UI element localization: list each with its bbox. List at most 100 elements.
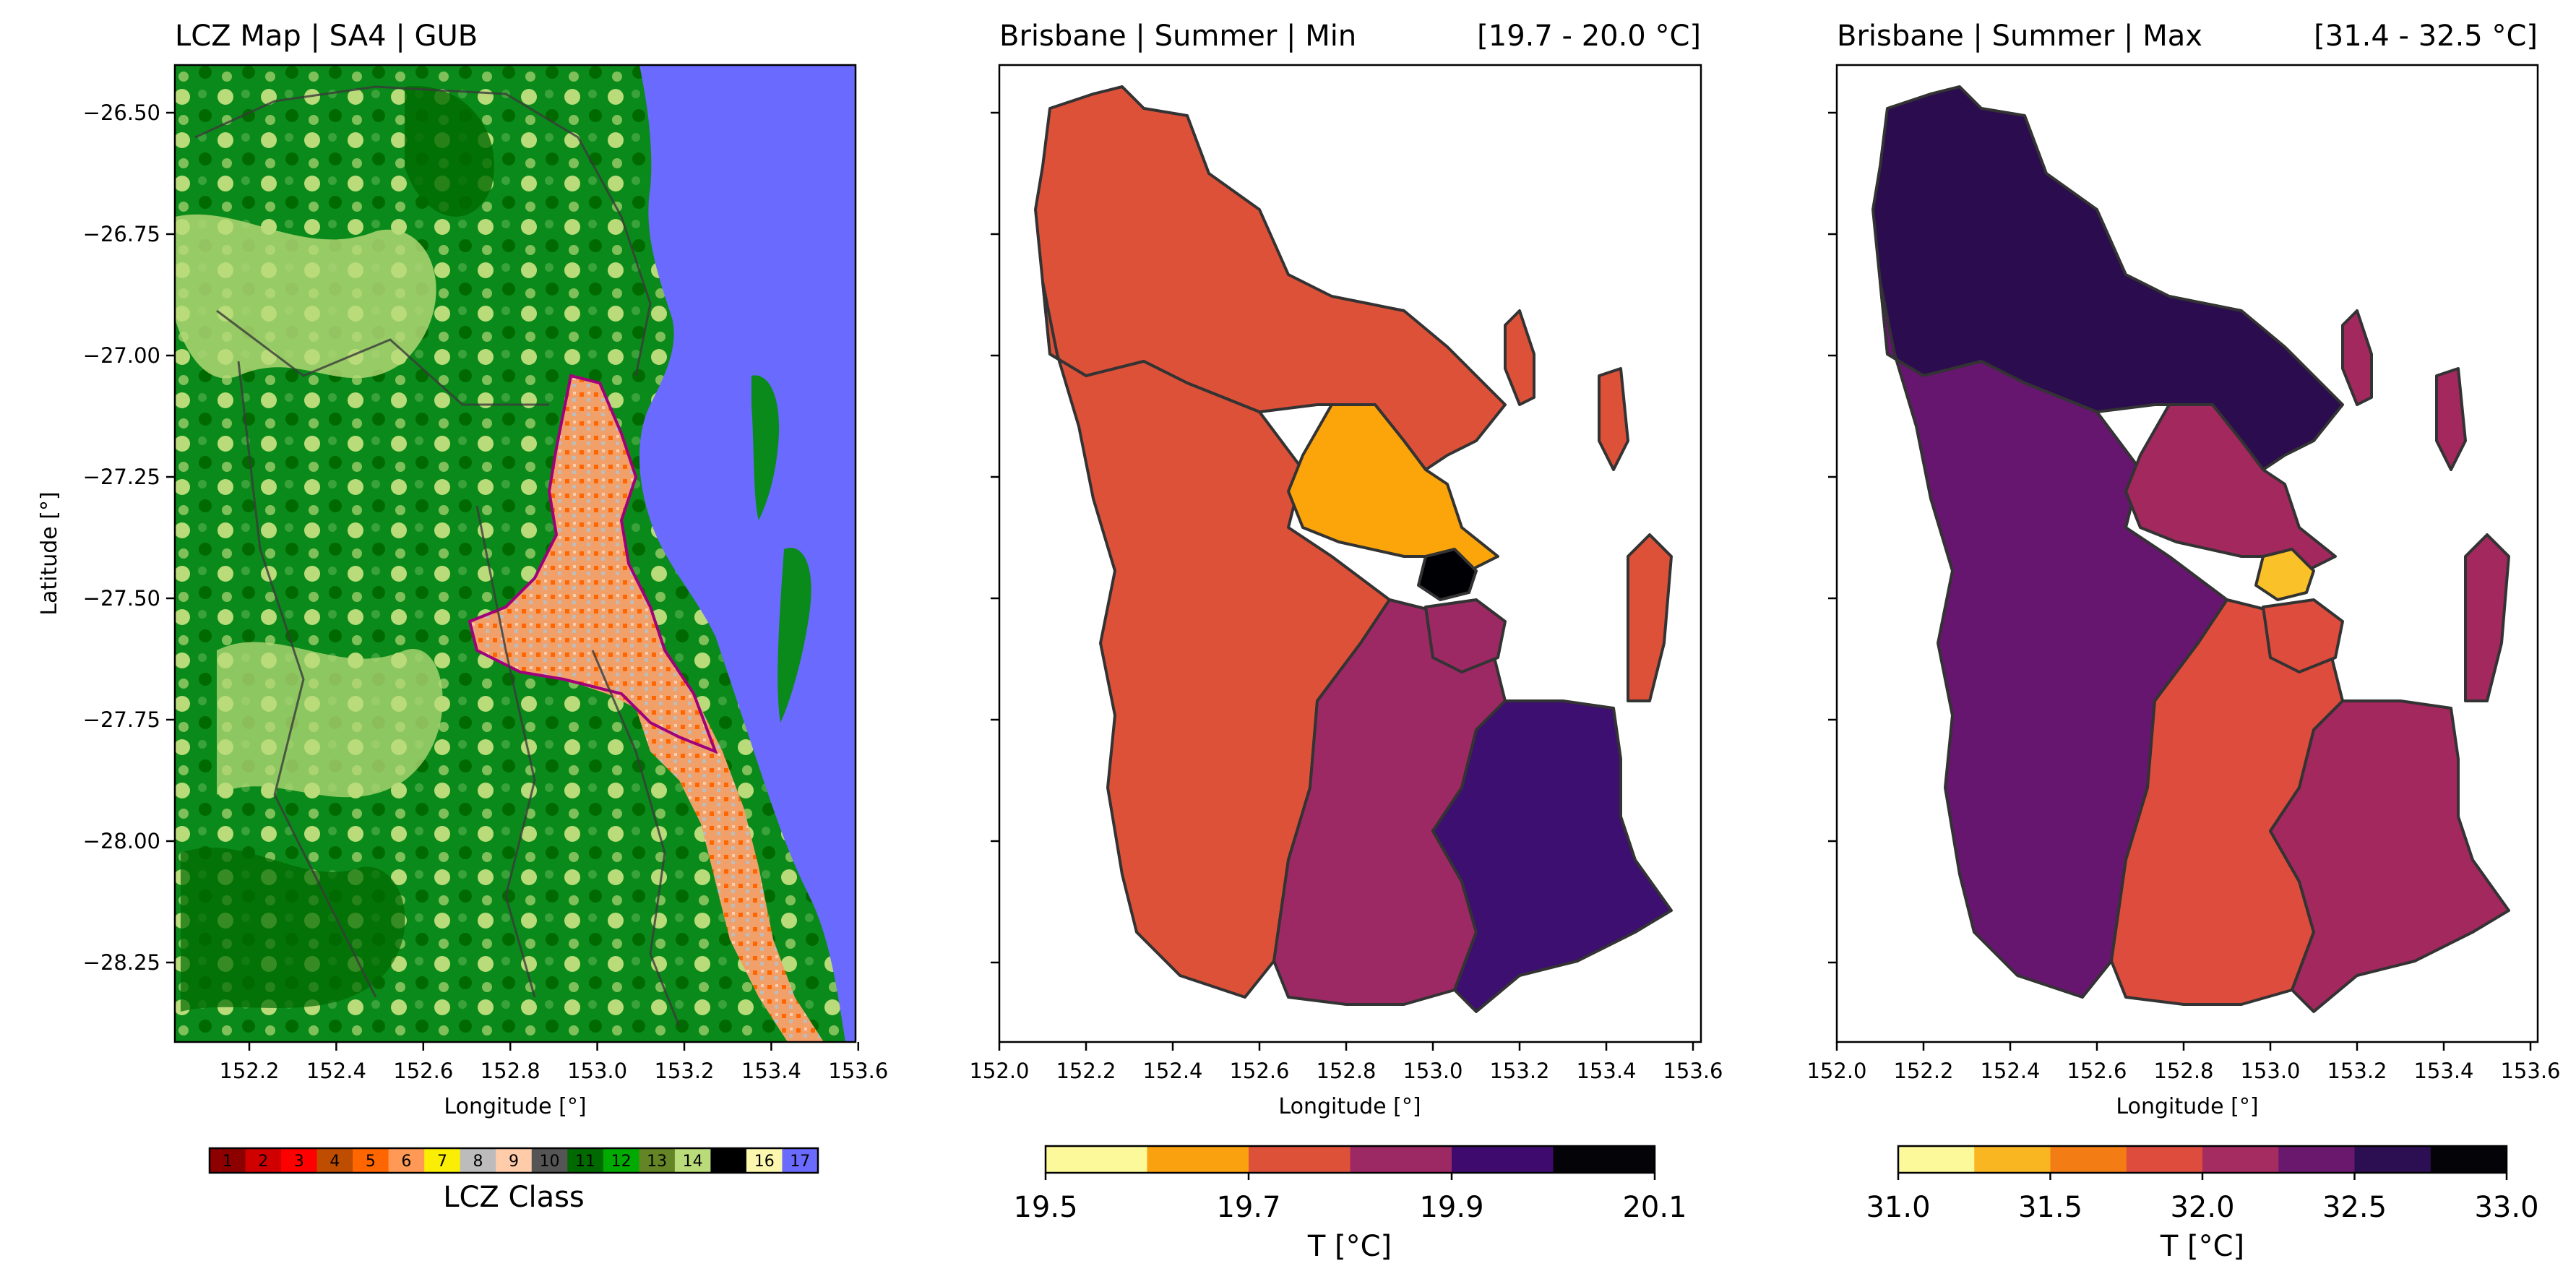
- panel2-regions: [1034, 85, 1673, 1013]
- lcz-class-label: 4: [329, 1153, 340, 1171]
- panel3-xtick-label: 153.6: [2500, 1059, 2560, 1083]
- panel1-ytick-label: −27.25: [83, 465, 160, 489]
- panel1-ytick-label: −28.25: [83, 950, 160, 975]
- panel1-ytick-label: −28.00: [83, 829, 160, 853]
- panel2-xlabel: Longitude [°]: [1278, 1094, 1421, 1119]
- panel2-xtick-label: 153.6: [1663, 1059, 1723, 1083]
- region-inner-south: [2262, 598, 2344, 673]
- panel1-xtick-label: 153.4: [741, 1059, 801, 1083]
- panel1-xtick-label: 152.8: [481, 1059, 540, 1083]
- panel1-ytick-label: −27.00: [83, 343, 160, 368]
- colorbar-segment: [2126, 1146, 2203, 1173]
- colorbar-segment: [2278, 1146, 2355, 1173]
- region-inner: [2254, 548, 2315, 601]
- panel3-xtick-label: 152.4: [1980, 1059, 2040, 1083]
- gub-boundary: [468, 374, 718, 754]
- panel1-ytick-label: −27.50: [83, 586, 160, 611]
- panel3-colorbar-label: T [°C]: [2160, 1230, 2244, 1263]
- region-island-stradbroke: [2464, 533, 2510, 702]
- lcz-class-swatch: [674, 1148, 711, 1173]
- sa4-boundaries: [194, 85, 681, 1027]
- colorbar-segment: [2354, 1146, 2431, 1173]
- panel1-xlabel: Longitude [°]: [444, 1094, 586, 1119]
- colorbar-tick-label: 31.5: [2018, 1191, 2082, 1224]
- lcz-class-label: 17: [790, 1153, 810, 1171]
- panel3-xtick-label: 153.0: [2240, 1059, 2300, 1083]
- panel2-xtick-label: 153.4: [1576, 1059, 1636, 1083]
- region-island-north: [1504, 309, 1535, 406]
- panel1-frame: [173, 64, 857, 1043]
- panel3-y-ticks: [1828, 111, 1837, 964]
- panel2-title-right: [19.7 - 20.0 °C]: [1477, 20, 1701, 53]
- colorbar-segment: [1452, 1146, 1554, 1173]
- low-plants-area: [175, 214, 436, 379]
- lcz-legend: 1 2 3 4 5 6 7 8 9 10 11 12 13 14 16 17: [210, 1148, 819, 1173]
- lcz-class-swatch: [746, 1148, 783, 1173]
- colorbar-tick-label: 19.9: [1419, 1191, 1483, 1224]
- panel3-xtick-label: 152.0: [1806, 1059, 1866, 1083]
- region-south-east: [2269, 699, 2510, 1013]
- colorbar-segment: [2050, 1146, 2127, 1173]
- panel1-xtick-label: 152.4: [306, 1059, 366, 1083]
- panel1-x-ticks: 152.2 152.4 152.6 152.8 153.0 153.2 153.4 153.6: [219, 1042, 888, 1083]
- panel2-x-ticks: 152.0 152.2 152.4 152.6 152.8 153.0 153.2 153.4…: [969, 1042, 1723, 1083]
- colorbar-segment: [1350, 1146, 1452, 1173]
- lcz-legend-frame: [208, 1147, 819, 1174]
- lcz-class-swatch: [388, 1148, 425, 1173]
- panel2-colorbar-label: T [°C]: [1307, 1230, 1392, 1263]
- panel3-colorbar-ticks: 31.0 31.5 32.0 32.5 33.0: [1866, 1173, 2539, 1224]
- panel1-title: LCZ Map | SA4 | GUB: [175, 20, 478, 53]
- panel1-xtick-label: 153.6: [828, 1059, 888, 1083]
- panel3-xtick-label: 152.6: [2067, 1059, 2127, 1083]
- panel3-xtick-label: 152.2: [1893, 1059, 1953, 1083]
- lcz-class-swatch: [210, 1148, 246, 1173]
- lcz-legend-label: LCZ Class: [443, 1181, 585, 1214]
- lcz-class-swatch: [603, 1148, 639, 1173]
- panel3-colorbar: [1898, 1146, 2507, 1173]
- region-island-south: [1598, 367, 1629, 471]
- lcz-class-label: 3: [294, 1153, 304, 1171]
- panel2-colorbar-frame: [1044, 1145, 1656, 1174]
- colorbar-tick-label: 33.0: [2474, 1191, 2538, 1224]
- colorbar-segment: [1249, 1146, 1351, 1173]
- island: [751, 375, 780, 520]
- lcz-class-label: 8: [473, 1153, 483, 1171]
- lcz-class-label: 6: [401, 1153, 411, 1171]
- lcz-class-label: 5: [366, 1153, 376, 1171]
- panel2-title-left: Brisbane | Summer | Min: [999, 20, 1356, 53]
- panel2-xtick-label: 153.2: [1489, 1059, 1549, 1083]
- panel3-xtick-label: 153.4: [2413, 1059, 2473, 1083]
- lcz-class-swatch: [567, 1148, 604, 1173]
- panel2-xtick-label: 152.8: [1316, 1059, 1376, 1083]
- panel3-title-left: Brisbane | Summer | Max: [1837, 20, 2202, 53]
- colorbar-tick-label: 32.0: [2170, 1191, 2234, 1224]
- colorbar-segment: [2202, 1146, 2279, 1173]
- lcz-class-label: 9: [509, 1153, 519, 1171]
- panel3-title-right: [31.4 - 32.5 °C]: [2314, 20, 2538, 53]
- colorbar-segment: [2430, 1146, 2507, 1173]
- colorbar-segment: [1898, 1146, 1975, 1173]
- region-inner: [1417, 548, 1478, 601]
- panel-lcz-map: LCZ Map | SA4 | GUB 152.2 152.4 152.6 152.8…: [37, 20, 888, 1214]
- lcz-class-swatch: [782, 1148, 819, 1173]
- region-island-stradbroke: [1627, 533, 1673, 702]
- colorbar-tick-label: 31.0: [1866, 1191, 1930, 1224]
- panel-summer-max: Brisbane | Summer | Max [31.4 - 32.5 °C]…: [1806, 20, 2560, 1263]
- panel3-x-ticks: 152.0 152.2 152.4 152.6 152.8 153.0 153.2 153.4…: [1806, 1042, 2561, 1083]
- panel1-ytick-label: −26.50: [83, 100, 160, 125]
- region-inner-south: [1424, 598, 1507, 673]
- panel2-colorbar: [1046, 1146, 1655, 1173]
- panel1-y-ticks: −26.50 −26.75 −27.00 −27.25 −27.50 −27.75 −28.…: [83, 100, 175, 975]
- colorbar-tick-label: 20.1: [1622, 1191, 1687, 1224]
- lcz-class-swatch: [639, 1148, 676, 1173]
- colorbar-segment: [1553, 1146, 1655, 1173]
- panel1-ylabel: Latitude [°]: [37, 491, 62, 615]
- lcz-class-swatch: [496, 1148, 533, 1173]
- region-island-north: [2341, 309, 2373, 406]
- lcz-class-label: 10: [540, 1153, 560, 1171]
- panel3-xlabel: Longitude [°]: [2116, 1094, 2258, 1119]
- region-south-east: [1431, 699, 1673, 1013]
- colorbar-tick-label: 32.5: [2322, 1191, 2387, 1224]
- panel2-xtick-label: 153.0: [1403, 1059, 1463, 1083]
